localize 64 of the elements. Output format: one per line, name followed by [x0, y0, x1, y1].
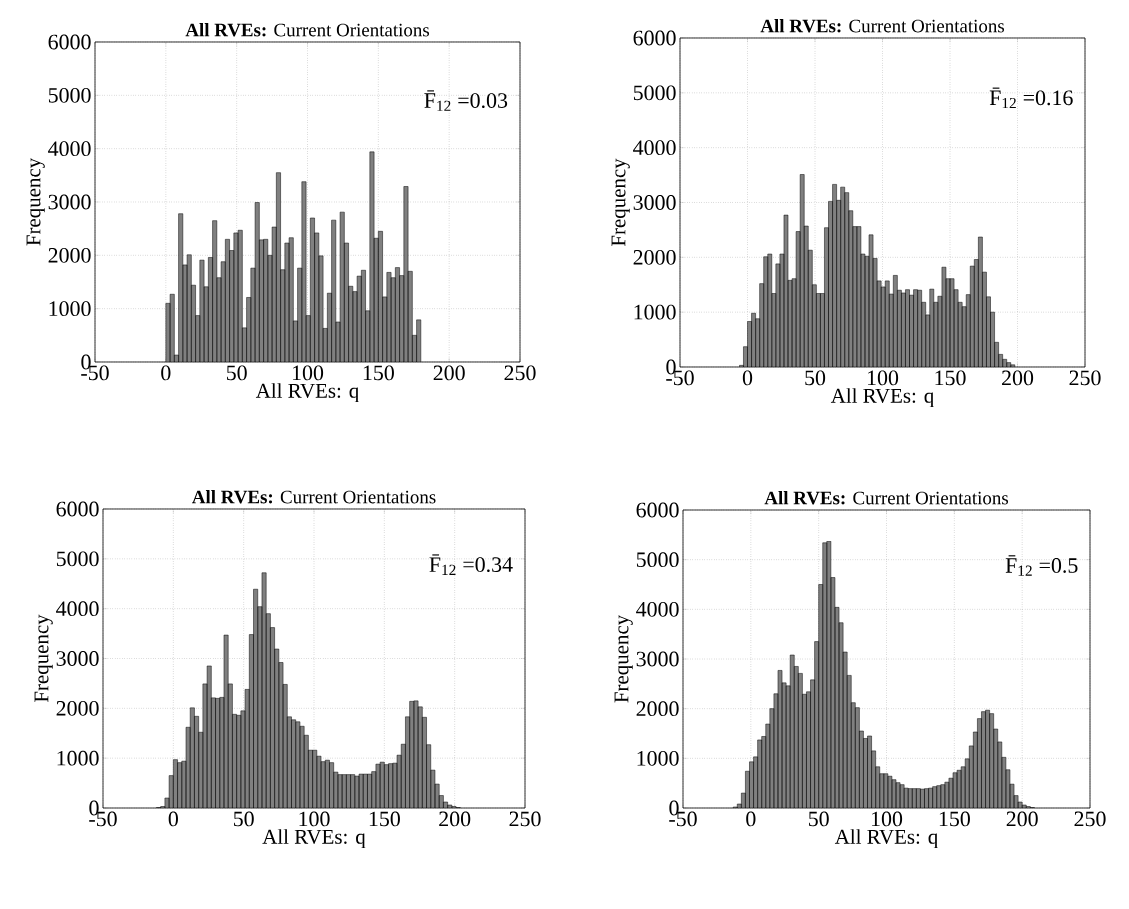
- x-tick-label: 100: [292, 365, 324, 381]
- x-tick-label: 150: [935, 370, 966, 386]
- x-tick-label: 200: [1006, 811, 1038, 827]
- y-tick-label: 6000: [48, 34, 91, 50]
- y-tick-label: 1000: [634, 304, 676, 320]
- x-tick-label: 250: [1069, 370, 1101, 386]
- x-tick-label: 150: [939, 811, 970, 827]
- annotation: F̄$_{12}$ =0.16: [989, 87, 1073, 109]
- y-tick-label: 4000: [633, 140, 676, 156]
- chart-title: All RVEs: Current Orientations: [192, 490, 436, 504]
- x-tick-label: 200: [433, 365, 465, 381]
- x-tick-label: 0: [161, 365, 171, 381]
- y-tick-label: 1000: [57, 750, 99, 766]
- x-tick-label: 100: [871, 811, 903, 827]
- x-tick-label: 0: [742, 370, 753, 386]
- x-tick-label: 50: [226, 365, 247, 381]
- y-tick-label: 5000: [633, 85, 676, 101]
- x-tick-label: 50: [805, 370, 826, 386]
- x-tick-label: 0: [168, 811, 178, 827]
- y-tick-label: 3000: [633, 195, 676, 210]
- x-axis-title: All RVEs: q: [834, 829, 938, 849]
- y-tick-label: 4000: [56, 601, 99, 617]
- x-tick-label: 200: [1002, 370, 1034, 386]
- x-tick-label: 150: [369, 811, 400, 827]
- y-tick-label: 6000: [636, 502, 679, 518]
- y-tick-label: 2000: [48, 247, 91, 263]
- y-tick-label: 3000: [48, 194, 91, 210]
- y-axis-title: Frequency: [614, 614, 633, 703]
- y-tick-label: 5000: [636, 552, 679, 568]
- annotation: F̄$_{12}$ =0.03: [424, 90, 508, 111]
- x-tick-label: 100: [867, 370, 899, 386]
- annotation: F̄$_{12}$ =0.34: [429, 554, 513, 575]
- y-tick-label: 4000: [636, 601, 679, 617]
- y-tick-label: 2000: [633, 249, 676, 265]
- y-tick-label: 2000: [56, 700, 99, 716]
- x-tick-label: 150: [363, 365, 394, 381]
- y-tick-label: 6000: [56, 501, 99, 517]
- y-tick-label: 3000: [56, 651, 99, 666]
- x-tick-label: 250: [1074, 811, 1106, 827]
- y-tick-label: 5000: [48, 87, 91, 103]
- x-tick-label: 50: [233, 811, 254, 827]
- y-tick-label: 5000: [56, 551, 99, 567]
- y-axis-title: Frequency: [611, 158, 630, 247]
- x-tick-label: 50: [809, 811, 829, 827]
- chart-title: All RVEs: Current Orientations: [760, 19, 1005, 33]
- chart-title: All RVEs: Current Orientations: [185, 23, 430, 37]
- y-axis-title: Frequency: [34, 614, 53, 703]
- chart-title: All RVEs: Current Orientations: [764, 491, 1009, 505]
- x-axis-title: All RVEs: q: [262, 829, 366, 849]
- y-tick-label: 3000: [636, 651, 679, 667]
- y-tick-label: 1000: [637, 750, 679, 766]
- y-tick-label: 2000: [636, 701, 679, 717]
- x-tick-label: 250: [509, 811, 541, 827]
- x-tick-label: 250: [504, 365, 536, 381]
- x-tick-label: 0: [746, 811, 756, 827]
- y-tick-label: 1000: [49, 301, 91, 317]
- y-axis-title: Frequency: [26, 157, 45, 246]
- y-tick-label: 6000: [633, 30, 676, 46]
- annotation: F̄$_{12}$ =0.5: [1005, 555, 1078, 576]
- x-tick-label: 200: [439, 811, 471, 827]
- x-axis-title: All RVEs: q: [830, 388, 934, 408]
- y-tick-label: 4000: [48, 141, 91, 157]
- x-tick-label: 100: [299, 811, 330, 827]
- x-axis-title: All RVEs: q: [255, 383, 359, 403]
